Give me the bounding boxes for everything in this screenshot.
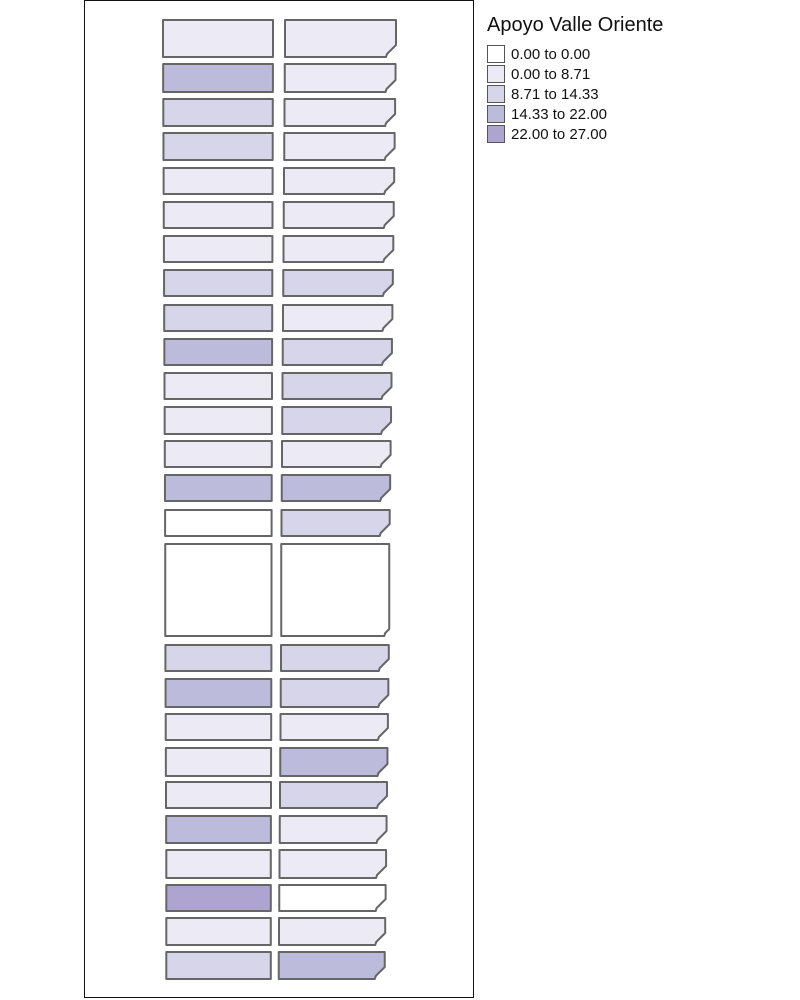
map-block-right [282,201,395,229]
map-block-left [162,132,274,161]
legend-items: 0.00 to 0.00 0.00 to 8.71 8.71 to 14.33 … [487,44,663,144]
map-block-right [281,440,392,468]
map-block-right [279,678,390,708]
map-block-right [278,884,387,912]
legend-item: 22.00 to 27.00 [487,124,663,144]
map-block-right [283,98,397,127]
legend-title: Apoyo Valle Oriente [487,14,664,36]
map-block-right [281,406,393,435]
map-block-left [165,781,272,809]
map-block-right [280,509,391,537]
legend-item: 0.00 to 0.00 [487,44,663,64]
map-block-left [163,440,273,468]
map-block-right [281,372,393,400]
map-block-right [283,63,397,93]
map-block-left [164,678,273,708]
map-block-left [163,338,274,366]
legend-swatch [487,105,505,123]
map-block-left [163,304,274,332]
map-block-left [162,63,274,93]
map-block-right [279,781,388,809]
map-block-right [279,713,389,741]
map-block-right [284,19,397,58]
map-block-left [162,201,274,229]
map-block-right [282,235,395,263]
map-block-right [278,849,388,879]
map-block-left [162,235,274,263]
map-blocks [162,19,397,980]
map-block-left [165,849,272,879]
map-block-left [164,543,273,637]
legend-swatch [487,85,505,103]
map-block-left [162,98,274,127]
map-block-right [280,474,392,502]
map-block-left [162,167,274,195]
legend-item: 14.33 to 22.00 [487,104,663,124]
map-block-right [283,132,396,161]
map-block-right [282,269,394,297]
map-block-right [280,543,391,637]
map-block-right [280,644,390,672]
map-block-left [163,406,273,435]
map-block-right [281,338,393,366]
legend-swatch [487,45,505,63]
map-block-left [164,747,273,777]
map-block-right [283,167,396,195]
map-block-left [165,815,272,844]
map-block-left [164,644,273,672]
legend-label: 0.00 to 0.00 [511,45,591,63]
map-block-left [163,372,273,400]
map-block-left [162,19,274,58]
legend-swatch [487,125,505,143]
map-block-right [278,815,388,844]
map-block-left [164,509,273,537]
legend-label: 8.71 to 14.33 [511,85,599,103]
map-block-right [278,917,387,946]
legend-swatch [487,65,505,83]
map-block-right [279,747,389,777]
legend-label: 22.00 to 27.00 [511,125,607,143]
map-block-right [277,951,386,980]
legend: Apoyo Valle Oriente 0.00 to 0.00 0.00 to… [487,12,663,144]
legend-item: 8.71 to 14.33 [487,84,663,104]
map-block-left [163,474,273,502]
legend-label: 0.00 to 8.71 [511,65,591,83]
map-block-left [163,269,274,297]
legend-item: 0.00 to 8.71 [487,64,663,84]
legend-label: 14.33 to 22.00 [511,105,607,123]
map-block-left [164,713,273,741]
map-block-right [282,304,394,332]
map-block-left [165,884,272,912]
map-block-left [165,917,272,946]
map-block-left [165,951,272,980]
